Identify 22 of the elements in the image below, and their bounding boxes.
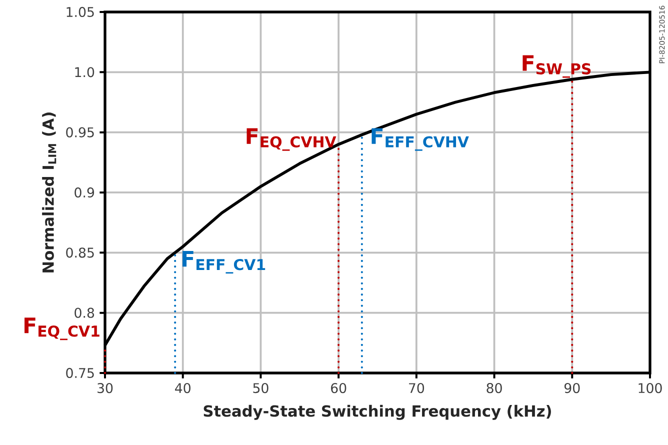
x-tick-label: 60 — [331, 383, 346, 394]
ref-line-label: F$_{SW_PS}$ — [522, 55, 591, 78]
x-tick-label: 40 — [175, 383, 190, 394]
x-tick-label: 90 — [564, 383, 580, 394]
y-tick-label: 0.75 — [66, 368, 94, 378]
x-tick-label: 50 — [253, 383, 268, 394]
y-tick-label: 0.8 — [74, 308, 94, 318]
y-tick-label: 1.0 — [75, 67, 94, 78]
y-tick-label: 0.95 — [66, 127, 94, 138]
ref-line-label: F$_{EFF_CV1}$ — [182, 251, 266, 274]
y-tick-label: 1.05 — [66, 6, 94, 18]
y-tick-label: 0.85 — [66, 248, 94, 258]
ref-line-label: F$_{EQ_CVHV}$ — [246, 128, 336, 151]
x-tick-label: 80 — [486, 383, 502, 394]
x-tick-label: 30 — [98, 383, 113, 394]
x-tick-label: 100 — [638, 383, 662, 394]
ref-line-label: F$_{EQ_CV1}$ — [24, 318, 100, 340]
ref-line-label: F$_{EFF_CVHV}$ — [372, 128, 469, 151]
x-tick-label: 70 — [409, 383, 424, 394]
x-axis-title: Steady-State Switching Frequency (kHz) — [204, 404, 551, 420]
y-tick-label: 0.9 — [74, 187, 94, 198]
y-axis-title: Normalized I$_{LIM}$ (A) — [42, 112, 56, 272]
